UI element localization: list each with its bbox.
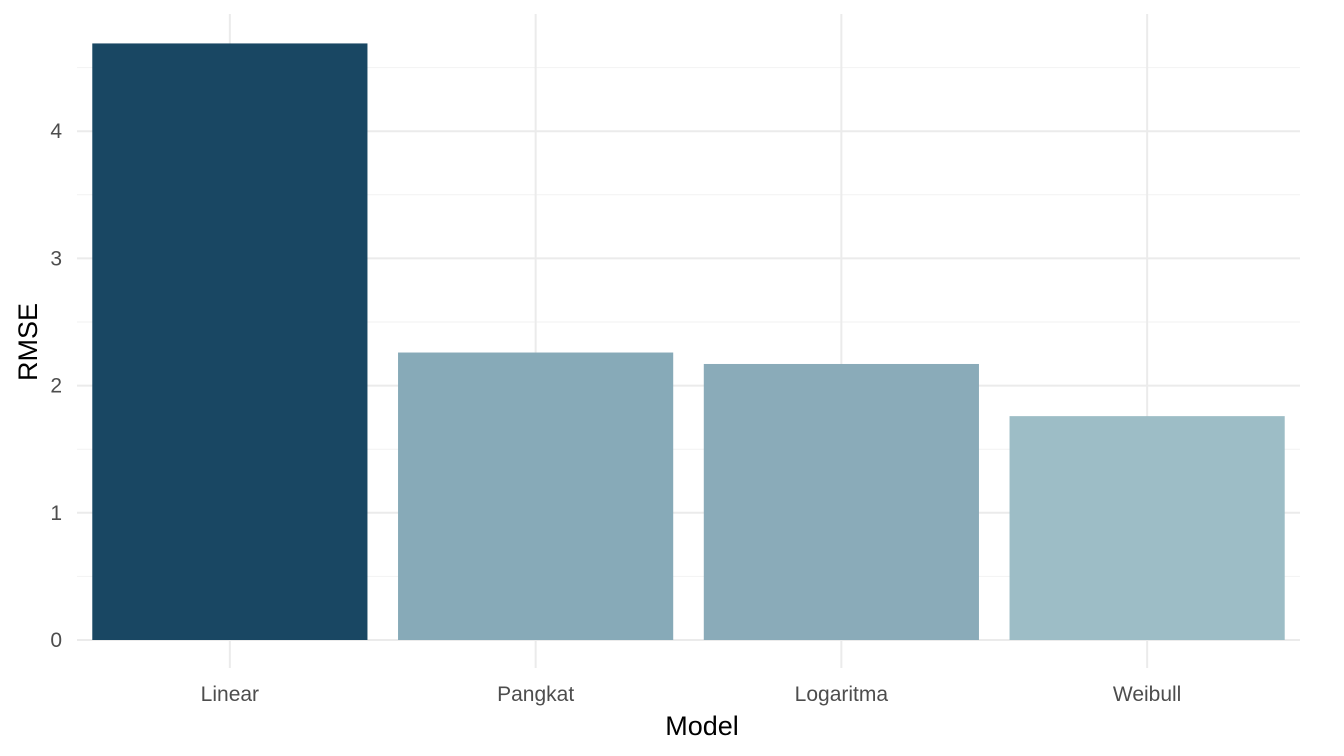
y-tick-labels: 0 1 2 3 4 (50, 120, 62, 652)
bars (92, 43, 1285, 640)
bar-weibull (1009, 416, 1285, 640)
bar-pangkat (398, 352, 674, 640)
bar-logaritma (703, 363, 979, 640)
y-axis-title: RMSE (13, 303, 43, 381)
y-tick-label: 0 (50, 629, 62, 652)
x-axis-title: Model (665, 711, 739, 741)
y-tick-label: 4 (50, 120, 62, 143)
x-tick-labels: Linear Pangkat Logaritma Weibull (201, 683, 1182, 706)
y-tick-label: 3 (50, 247, 62, 270)
x-tick-label: Logaritma (795, 683, 889, 706)
x-tick-label: Pangkat (497, 683, 574, 706)
bar-linear (92, 43, 368, 640)
x-tick-label: Linear (201, 683, 259, 706)
x-tick-label: Weibull (1113, 683, 1181, 706)
y-tick-label: 1 (50, 502, 62, 525)
y-tick-label: 2 (50, 375, 62, 398)
